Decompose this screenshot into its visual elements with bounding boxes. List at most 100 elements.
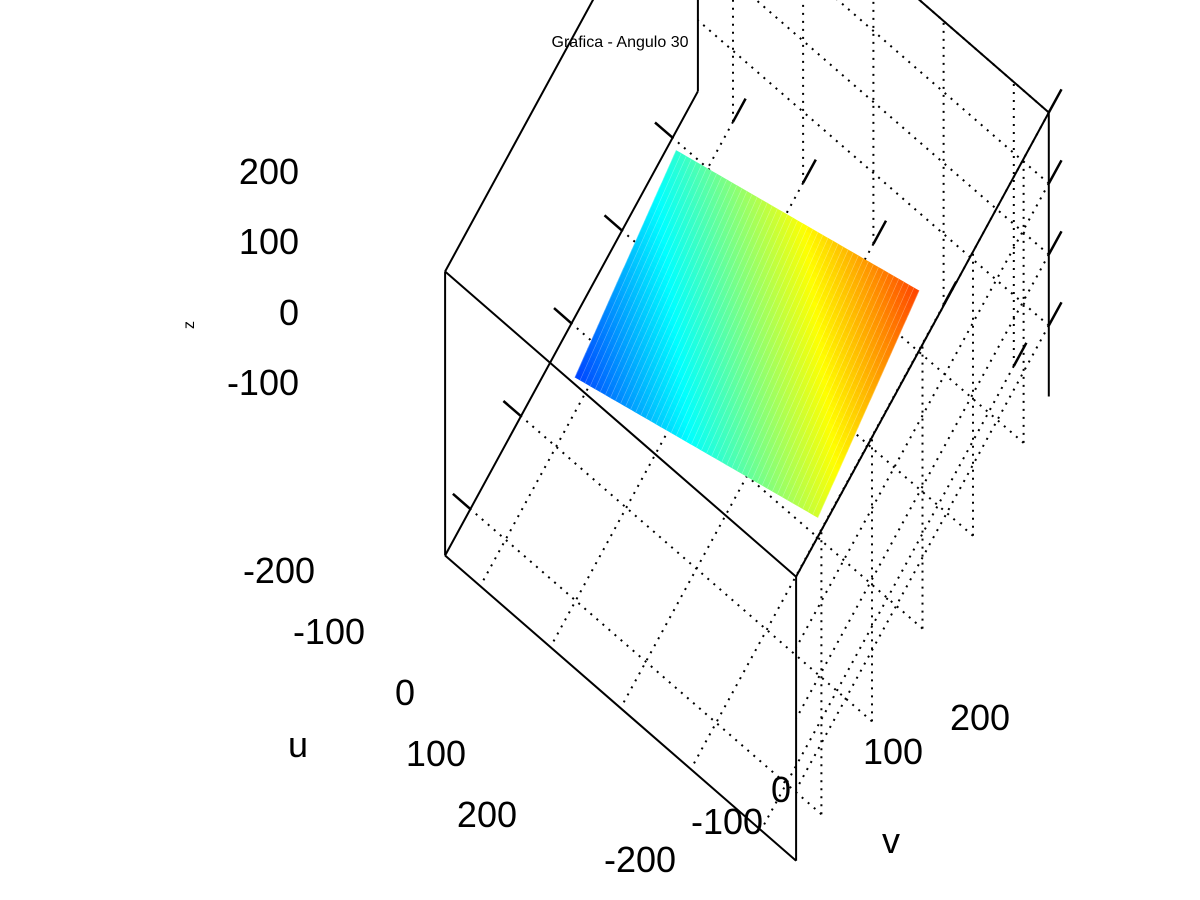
mesh-line [605, 167, 707, 395]
mesh-line [731, 240, 834, 468]
u-tick-label-neg100: -100 [293, 611, 365, 652]
mesh-line [787, 273, 889, 501]
mesh-line [746, 249, 849, 477]
axes-box-back [696, 0, 1050, 861]
mesh-line [792, 276, 894, 504]
z-tick-mark [1047, 88, 1063, 114]
v-tick-label-100: 100 [863, 731, 923, 772]
u-tick-label-100: 100 [406, 733, 466, 774]
z-tick-label-100: 100 [239, 221, 299, 262]
mesh-line [802, 281, 905, 509]
mesh-line [650, 194, 753, 422]
mesh-line [645, 191, 748, 419]
u-tick-label-neg200: -200 [243, 550, 315, 591]
mesh-line [726, 238, 829, 466]
mesh-line [640, 188, 743, 416]
grid-line-wall-v-z [917, 0, 1050, 114]
axes-box-front [444, 0, 797, 862]
mesh-line [630, 182, 733, 410]
v-tick-label-neg200: -200 [604, 839, 676, 880]
mesh-line [772, 264, 874, 492]
mesh-line [777, 267, 879, 495]
mesh-line [686, 214, 788, 442]
mesh-line [675, 208, 778, 436]
mesh-line [670, 205, 773, 433]
mesh-line [797, 278, 899, 506]
v-tick-label-200: 200 [950, 697, 1010, 738]
mesh-line [620, 176, 722, 404]
mesh-line [610, 170, 712, 398]
grid-line-bottom-v [520, 415, 873, 723]
u-tick-mark [731, 98, 747, 123]
grid-line-wall-v-z [697, 19, 1050, 327]
mesh-line [600, 164, 702, 392]
v-axis-label: v [882, 820, 900, 861]
mesh-line [584, 156, 687, 384]
mesh-line [807, 284, 910, 512]
mesh-line [741, 246, 844, 474]
mesh-line [756, 255, 859, 483]
v-tick-mark [553, 307, 573, 325]
mesh-line [696, 220, 798, 448]
mesh-line [655, 197, 758, 425]
grid-line-wall-v-z [754, 0, 1050, 256]
mesh-line [660, 200, 763, 428]
mesh-line [595, 162, 697, 390]
grid-line-wall-u-z [795, 325, 1050, 791]
box-edge-bottom-front-u [444, 554, 797, 862]
v-tick-mark [654, 121, 674, 139]
u-tick-mark [1012, 342, 1028, 367]
mesh-line [615, 173, 717, 401]
u-tick-label-200: 200 [457, 794, 517, 835]
mesh-line [782, 270, 884, 498]
mesh-line [589, 159, 692, 387]
z-tick-label-0: 0 [279, 292, 299, 333]
z-axis-label: z [181, 321, 198, 329]
mesh-line [681, 211, 783, 439]
box-edge-top-back-u [917, 0, 1050, 114]
u-tick-mark [942, 281, 958, 306]
mesh-line [761, 258, 864, 486]
grid-line-wall-u-z [795, 183, 1050, 649]
z-tick-mark [1047, 159, 1063, 185]
tick-marks [452, 88, 1063, 511]
box-edge-top-front-v [444, 0, 595, 272]
v-tick-label-neg100: -100 [691, 801, 763, 842]
mesh-line [716, 232, 819, 460]
mesh-line [701, 223, 803, 451]
grid-line-bottom-u [760, 365, 1015, 831]
mesh-line [665, 202, 768, 430]
grid-line-wall-u-z [795, 254, 1050, 720]
z-tick-label-neg100: -100 [227, 362, 299, 403]
mesh-line [751, 252, 854, 480]
surface-cell [574, 372, 583, 381]
mesh-line [635, 185, 738, 413]
box-edge-top-back-v [795, 112, 1050, 578]
u-axis-label: u [288, 724, 308, 765]
v-tick-mark [603, 214, 623, 232]
surface-mesh [574, 150, 920, 518]
box-edge-top-front-u [444, 270, 797, 578]
mesh-line [579, 153, 682, 381]
mesh-line [817, 290, 920, 518]
mesh-line [706, 226, 808, 454]
v-tick-mark [452, 492, 472, 511]
mesh-line [721, 235, 824, 463]
mesh-line [736, 243, 839, 471]
chart-title: Grafica - Angulo 30 [552, 34, 689, 51]
u-tick-mark [872, 220, 888, 245]
grid-line-bottom-v [469, 508, 823, 816]
mesh-line [625, 179, 727, 407]
mesh-line [691, 217, 793, 445]
mesh-line [574, 150, 677, 378]
mesh-line [812, 287, 915, 515]
z-tick-mark [1047, 230, 1063, 256]
z-tick-label-200: 200 [239, 151, 299, 192]
z-tick-mark [1047, 301, 1063, 327]
grid-line-wall-v-z [836, 0, 1050, 185]
mesh-line [711, 229, 813, 457]
mesh-line [767, 261, 869, 489]
v-tick-label-0: 0 [771, 769, 791, 810]
u-tick-mark [802, 159, 817, 184]
